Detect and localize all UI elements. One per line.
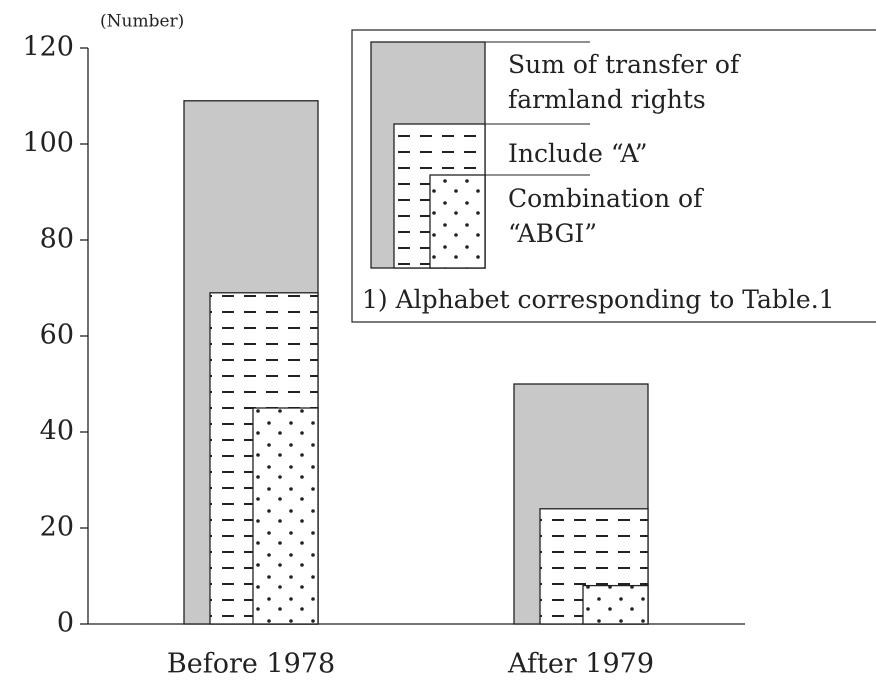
x-tick-label: After 1979 <box>507 649 654 680</box>
legend-label: Combination of “ABGI” <box>508 184 703 248</box>
legend-label: Sum of transfer of farmland rights <box>508 50 740 114</box>
bar <box>582 584 649 625</box>
bar <box>252 407 319 625</box>
y-tick-label: 100 <box>22 128 74 159</box>
y-axis-label: (Number) <box>100 12 184 32</box>
y-tick-label: 60 <box>40 320 74 351</box>
y-tick-label: 120 <box>22 32 74 63</box>
x-tick-label: Before 1978 <box>167 649 335 680</box>
legend-note: 1) Alphabet corresponding to Table.1 <box>362 285 835 314</box>
legend-label: Include “A” <box>508 139 648 168</box>
y-tick-label: 20 <box>40 512 74 543</box>
y-tick-label: 80 <box>40 224 74 255</box>
legend-swatch <box>429 174 486 269</box>
y-tick-label: 40 <box>40 416 74 447</box>
y-tick-label: 0 <box>57 608 74 639</box>
